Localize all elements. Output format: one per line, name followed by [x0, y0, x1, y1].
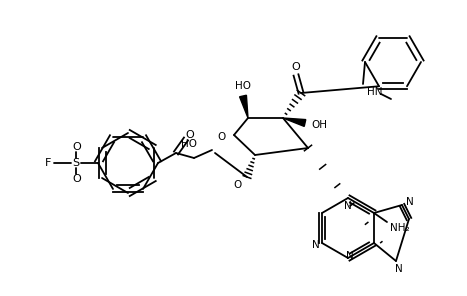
Text: N: N — [312, 240, 320, 250]
Text: O: O — [73, 142, 81, 152]
Text: O: O — [233, 180, 241, 190]
Text: O: O — [73, 174, 81, 184]
Text: HO: HO — [181, 139, 197, 149]
Text: O: O — [218, 132, 226, 142]
Text: O: O — [185, 130, 194, 140]
Text: F: F — [45, 158, 51, 168]
Polygon shape — [283, 118, 306, 126]
Text: HO: HO — [235, 81, 251, 91]
Text: HN: HN — [367, 87, 383, 97]
Polygon shape — [240, 95, 248, 118]
Text: N: N — [346, 251, 354, 261]
Text: NH₂: NH₂ — [390, 223, 410, 233]
Text: N: N — [344, 201, 352, 211]
Text: O: O — [291, 62, 300, 72]
Text: N: N — [406, 197, 414, 207]
Text: OH: OH — [311, 120, 327, 130]
Text: S: S — [72, 158, 79, 168]
Text: N: N — [395, 264, 403, 274]
